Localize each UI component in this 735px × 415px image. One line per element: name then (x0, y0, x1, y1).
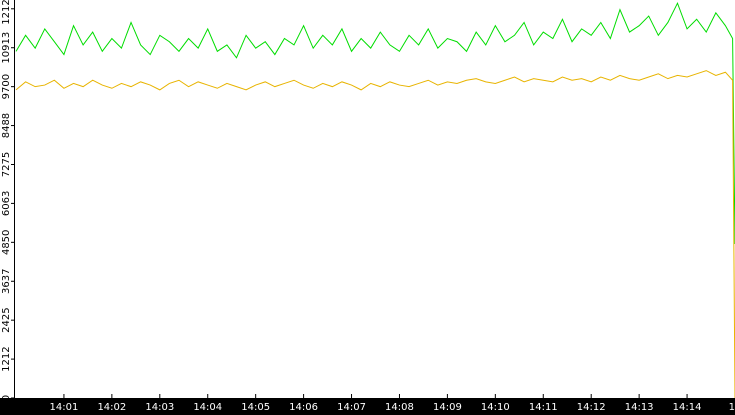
y-tick-label: 3637 (1, 269, 12, 294)
x-tick-label: 14:10 (481, 402, 510, 413)
x-tick-label: 14:05 (241, 402, 270, 413)
x-tick-label: 14:11 (529, 402, 558, 413)
series-line (15, 70, 735, 399)
y-tick-label: 12126 (1, 0, 12, 25)
y-tick-label: 8488 (1, 113, 12, 138)
x-tick-label: 14:14 (673, 402, 702, 413)
x-tick-label: 14:07 (337, 402, 366, 413)
y-tick-label: 2425 (1, 307, 12, 332)
x-tick-label: 14:06 (289, 402, 318, 413)
x-tick-label: 14:08 (385, 402, 414, 413)
series-line (15, 1, 735, 244)
x-tick-label: 14:12 (577, 402, 606, 413)
y-tick-label: 0 (1, 395, 12, 401)
x-tick-label: 14 (729, 402, 735, 413)
y-tick-label: 1212 (1, 346, 12, 371)
x-tick-label: 14:02 (97, 402, 126, 413)
y-tick-label: 4850 (1, 230, 12, 255)
y-tick-label: 7275 (1, 152, 12, 177)
x-tick-label: 14:13 (625, 402, 654, 413)
x-tick-label: 14:09 (433, 402, 462, 413)
x-axis-bar (0, 398, 735, 415)
x-tick-label: 14:01 (50, 402, 79, 413)
y-tick-label: 6063 (1, 191, 12, 216)
x-tick-label: 14:03 (145, 402, 174, 413)
x-tick-label: 14:04 (193, 402, 222, 413)
y-tick-label: 10913 (1, 32, 12, 64)
y-tick-label: 9700 (1, 74, 12, 99)
